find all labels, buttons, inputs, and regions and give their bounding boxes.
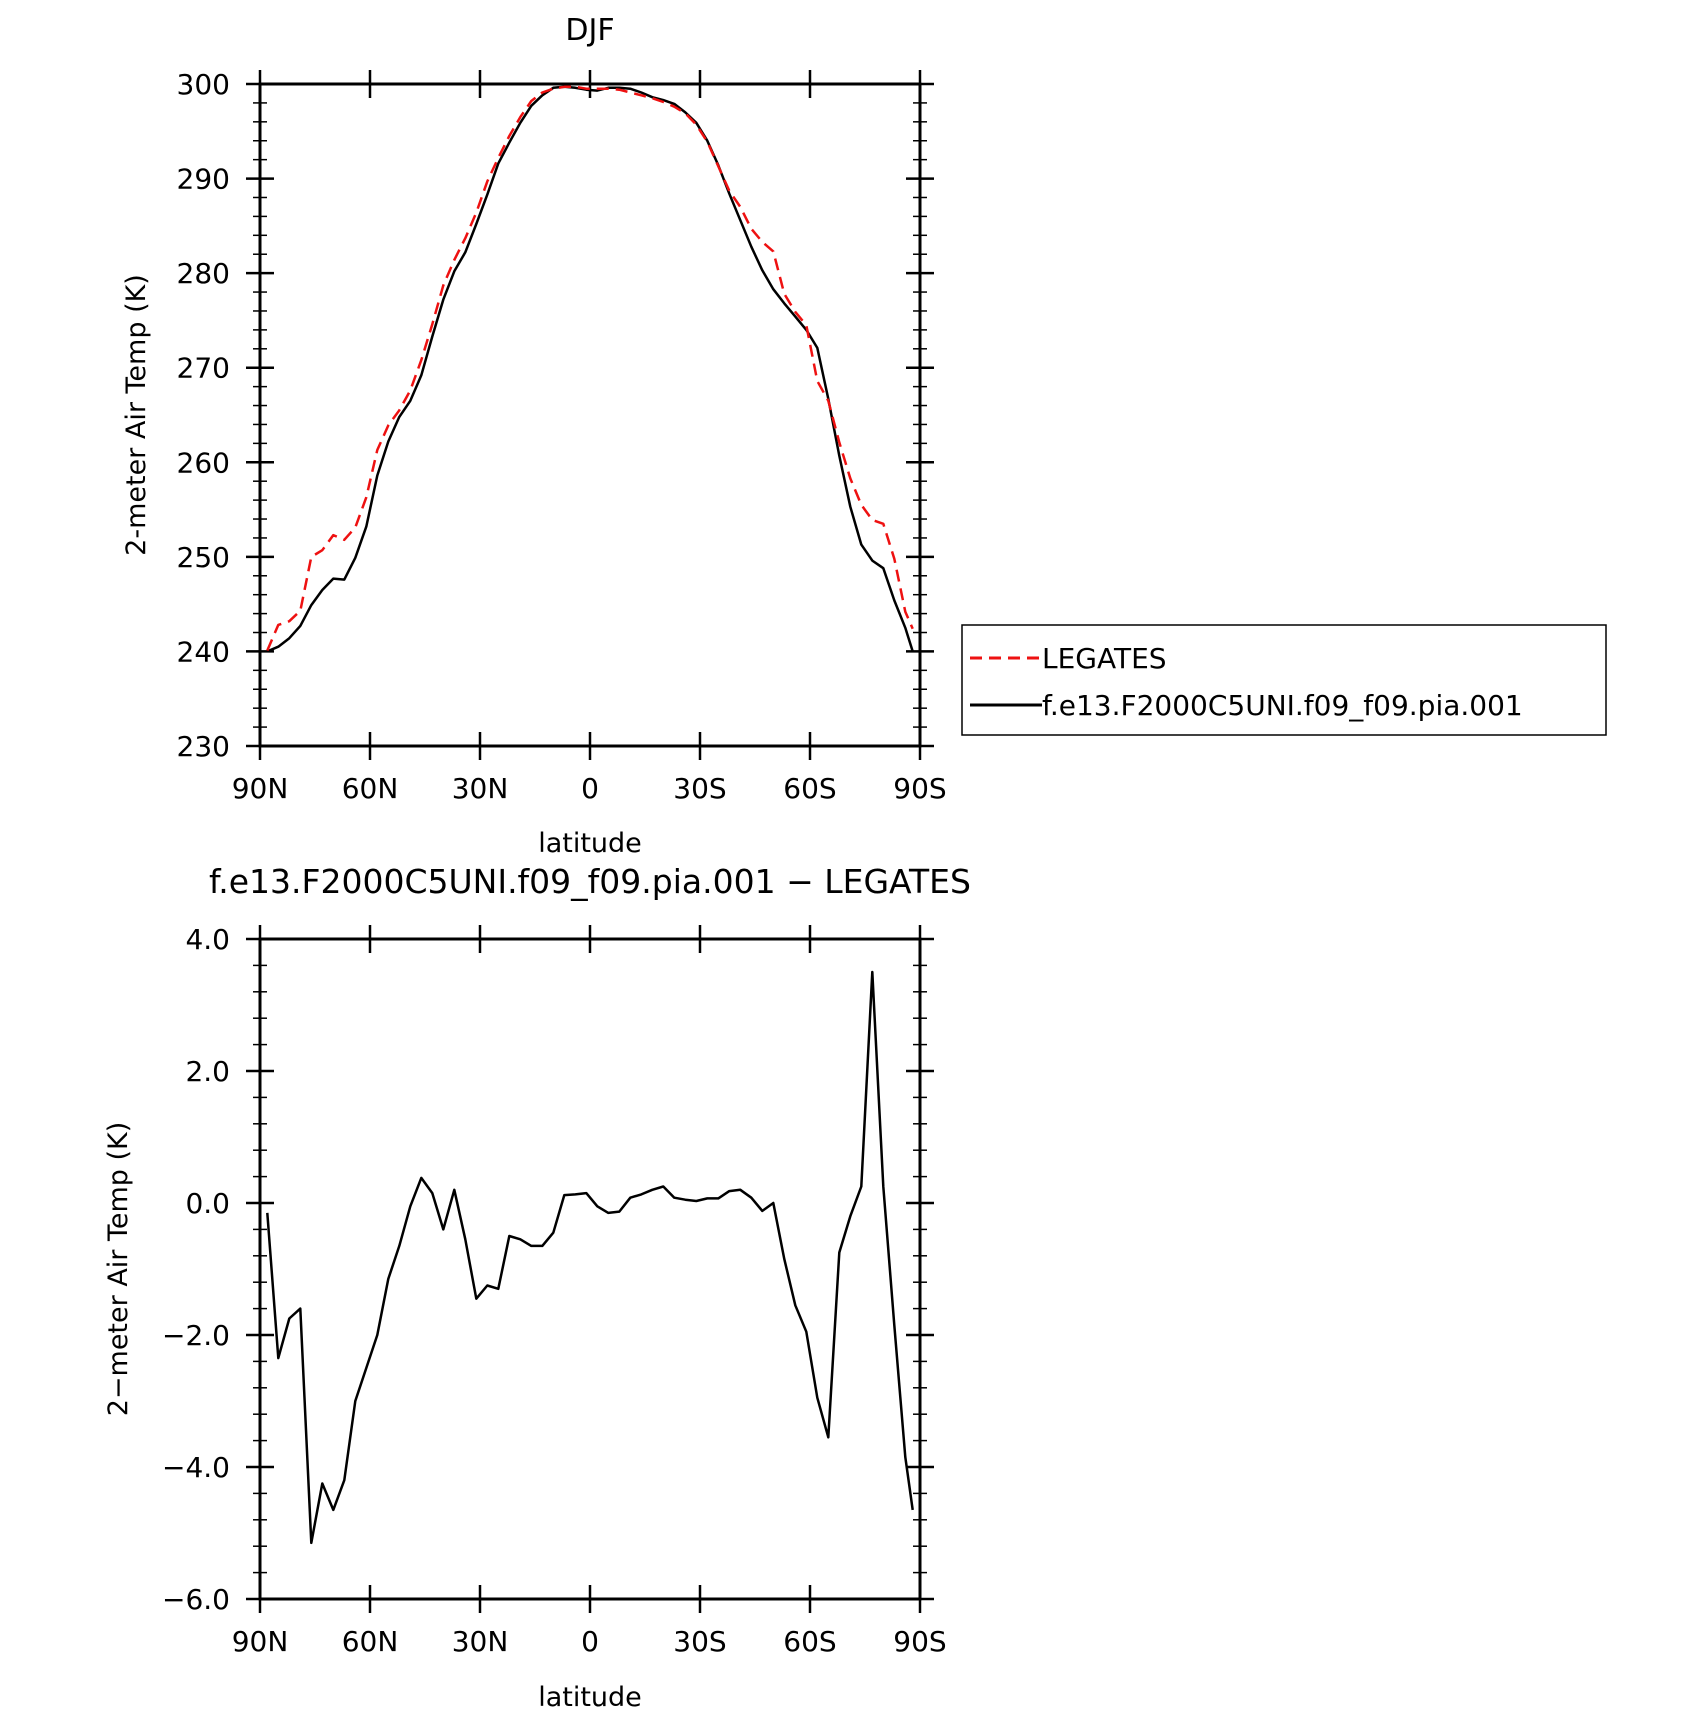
y-tick-label: 0.0 bbox=[185, 1187, 230, 1220]
y-tick-label: 240 bbox=[177, 635, 230, 668]
difference-panel: f.e13.F2000C5UNI.f09_f09.pia.001 − LEGAT… bbox=[103, 862, 971, 1713]
x-tick-label: 60N bbox=[342, 1625, 399, 1658]
temperature-panel: DJF 230 240 250 260 270 280 290 300 90N 60N 30N 0 3… bbox=[121, 13, 947, 859]
legend-label-model: f.e13.F2000C5UNI.f09_f09.pia.001 bbox=[1042, 689, 1523, 722]
x-tick-label: 90N bbox=[232, 1625, 289, 1658]
y-tick-label: 260 bbox=[177, 446, 230, 479]
x-tick-label: 0 bbox=[581, 772, 599, 805]
y-tick-labels: −6.0 −4.0 −2.0 0.0 2.0 4.0 bbox=[162, 923, 230, 1616]
x-tick-label: 90S bbox=[893, 772, 946, 805]
series-lines bbox=[266, 970, 914, 1545]
x-axis-label: latitude bbox=[538, 1682, 642, 1713]
plot-frame bbox=[258, 937, 922, 1601]
difference-series-line bbox=[266, 970, 914, 1545]
y-tick-label: 2.0 bbox=[185, 1055, 230, 1088]
y-axis-label: 2-meter Air Temp (K) bbox=[121, 274, 152, 556]
y-tick-label: 300 bbox=[177, 68, 230, 101]
x-axis-label: latitude bbox=[538, 828, 642, 859]
x-tick-label: 30N bbox=[452, 772, 509, 805]
y-tick-label: 280 bbox=[177, 257, 230, 290]
y-tick-label: 4.0 bbox=[185, 923, 230, 956]
y-tick-label: 270 bbox=[177, 352, 230, 385]
y-tick-labels: 230 240 250 260 270 280 290 300 bbox=[177, 68, 230, 763]
y-tick-label: −2.0 bbox=[162, 1319, 230, 1352]
y-tick-label: −4.0 bbox=[162, 1451, 230, 1484]
x-tick-label: 90N bbox=[232, 772, 289, 805]
x-tick-label: 60N bbox=[342, 772, 399, 805]
legend: LEGATES f.e13.F2000C5UNI.f09_f09.pia.001 bbox=[961, 624, 1607, 736]
series-lines bbox=[266, 85, 914, 653]
y-tick-label: 290 bbox=[177, 163, 230, 196]
x-tick-label: 60S bbox=[783, 772, 836, 805]
x-tick-label: 90S bbox=[893, 1625, 946, 1658]
x-tick-label: 30N bbox=[452, 1625, 509, 1658]
panel-title: f.e13.F2000C5UNI.f09_f09.pia.001 − LEGAT… bbox=[209, 862, 971, 901]
tick-marks bbox=[246, 70, 934, 760]
x-tick-labels: 90N 60N 30N 0 30S 60S 90S bbox=[232, 1625, 947, 1658]
x-tick-label: 0 bbox=[581, 1625, 599, 1658]
x-tick-label: 60S bbox=[783, 1625, 836, 1658]
legend-box bbox=[961, 624, 1607, 736]
legates-series-line bbox=[266, 85, 914, 651]
x-tick-label: 30S bbox=[673, 1625, 726, 1658]
panel-title: DJF bbox=[565, 13, 614, 48]
x-tick-labels: 90N 60N 30N 0 30S 60S 90S bbox=[232, 772, 947, 805]
y-tick-label: 250 bbox=[177, 541, 230, 574]
y-axis-label: 2−meter Air Temp (K) bbox=[103, 1122, 134, 1417]
y-tick-label: 230 bbox=[177, 730, 230, 763]
y-tick-label: −6.0 bbox=[162, 1583, 230, 1616]
plot-frame bbox=[258, 82, 922, 748]
tick-marks bbox=[246, 925, 934, 1613]
legend-label-legates: LEGATES bbox=[1042, 642, 1167, 675]
x-tick-label: 30S bbox=[673, 772, 726, 805]
